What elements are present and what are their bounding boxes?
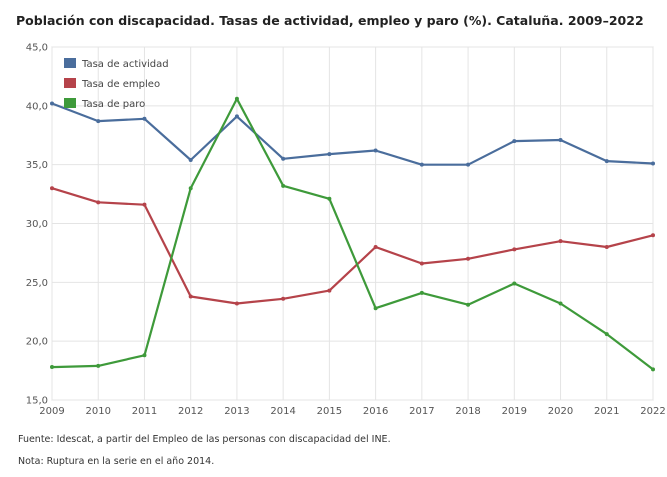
series-point-1	[50, 186, 54, 191]
grid	[51, 46, 654, 401]
y-tick-label: 25,0	[26, 278, 48, 289]
series-point-0	[327, 152, 332, 157]
series-point-1	[373, 245, 378, 250]
legend-label: Tasa de paro	[81, 99, 145, 110]
x-tick-label: 2019	[502, 406, 527, 417]
legend-label: Tasa de empleo	[81, 79, 160, 90]
series-point-2	[558, 301, 563, 306]
series-point-1	[327, 288, 332, 293]
x-tick-label: 2009	[39, 406, 64, 417]
series-lines	[50, 96, 655, 372]
x-tick-label: 2017	[409, 406, 434, 417]
series-point-2	[142, 353, 147, 358]
x-tick-label: 2012	[178, 406, 203, 417]
series-point-2	[419, 290, 424, 295]
series-point-2	[466, 302, 471, 307]
x-tick-label: 2010	[86, 406, 111, 417]
series-point-1	[234, 301, 239, 306]
y-tick-label: 20,0	[26, 337, 48, 348]
series-point-1	[281, 296, 286, 301]
series-point-2	[327, 196, 332, 201]
x-tick-label: 2015	[317, 406, 342, 417]
x-tick-label: 2018	[455, 406, 480, 417]
legend-swatch	[64, 58, 76, 68]
series-point-1	[419, 261, 424, 266]
series-point-0	[96, 119, 101, 124]
series-line-0	[51, 102, 654, 166]
legend-label: Tasa de actividad	[81, 59, 169, 70]
series-point-1	[466, 256, 471, 261]
x-tick-label: 2020	[548, 406, 573, 417]
x-tick-label: 2021	[594, 406, 619, 417]
legend-swatch	[64, 98, 76, 108]
legend-swatch	[64, 78, 76, 88]
y-tick-label: 45,0	[26, 43, 48, 54]
x-tick-label: 2013	[224, 406, 249, 417]
x-tick-label: 2022	[640, 406, 665, 417]
series-point-0	[651, 161, 655, 166]
series-point-0	[466, 162, 471, 167]
series-point-1	[558, 239, 563, 244]
axes: 15,0 20,0 25,0 30,0 35,0 40,0 45,0 2009 2010 2011…	[26, 43, 666, 418]
series-point-0	[512, 139, 517, 144]
series-point-2	[651, 367, 655, 372]
series-point-2	[373, 306, 378, 311]
series-point-2	[50, 365, 54, 370]
series-point-1	[512, 247, 517, 252]
series-point-0	[281, 156, 286, 161]
series-point-1	[651, 233, 655, 238]
x-tick-label: 2014	[270, 406, 295, 417]
chart-title: Población con discapacidad. Tasas de act…	[16, 13, 644, 28]
y-tick-label: 30,0	[26, 219, 48, 230]
series-point-2	[96, 363, 101, 368]
source-note: Fuente: Idescat, a partir del Empleo de …	[18, 434, 391, 445]
x-tick-label: 2011	[132, 406, 157, 417]
series-line-2	[51, 97, 654, 371]
series-point-1	[142, 202, 147, 207]
legend: Tasa de actividad Tasa de empleo Tasa de p…	[64, 58, 169, 110]
series-point-1	[604, 245, 609, 250]
series-point-0	[558, 137, 563, 142]
series-point-0	[142, 116, 147, 121]
series-point-0	[50, 101, 54, 106]
y-tick-label: 40,0	[26, 101, 48, 112]
series-line-1	[51, 187, 654, 305]
series-point-1	[96, 200, 101, 205]
series-point-0	[419, 162, 424, 167]
series-point-2	[234, 96, 239, 101]
series-point-1	[188, 294, 193, 299]
series-point-0	[373, 148, 378, 153]
series-point-0	[188, 157, 193, 162]
y-tick-label: 15,0	[26, 396, 48, 407]
series-point-2	[604, 332, 609, 337]
series-point-2	[281, 183, 286, 188]
series-point-2	[512, 281, 517, 286]
series-break-note: Nota: Ruptura en la serie en el año 2014…	[18, 456, 215, 467]
y-tick-label: 35,0	[26, 160, 48, 171]
series-point-0	[604, 159, 609, 164]
x-tick-label: 2016	[363, 406, 388, 417]
series-point-0	[234, 114, 239, 119]
series-point-2	[188, 186, 193, 191]
